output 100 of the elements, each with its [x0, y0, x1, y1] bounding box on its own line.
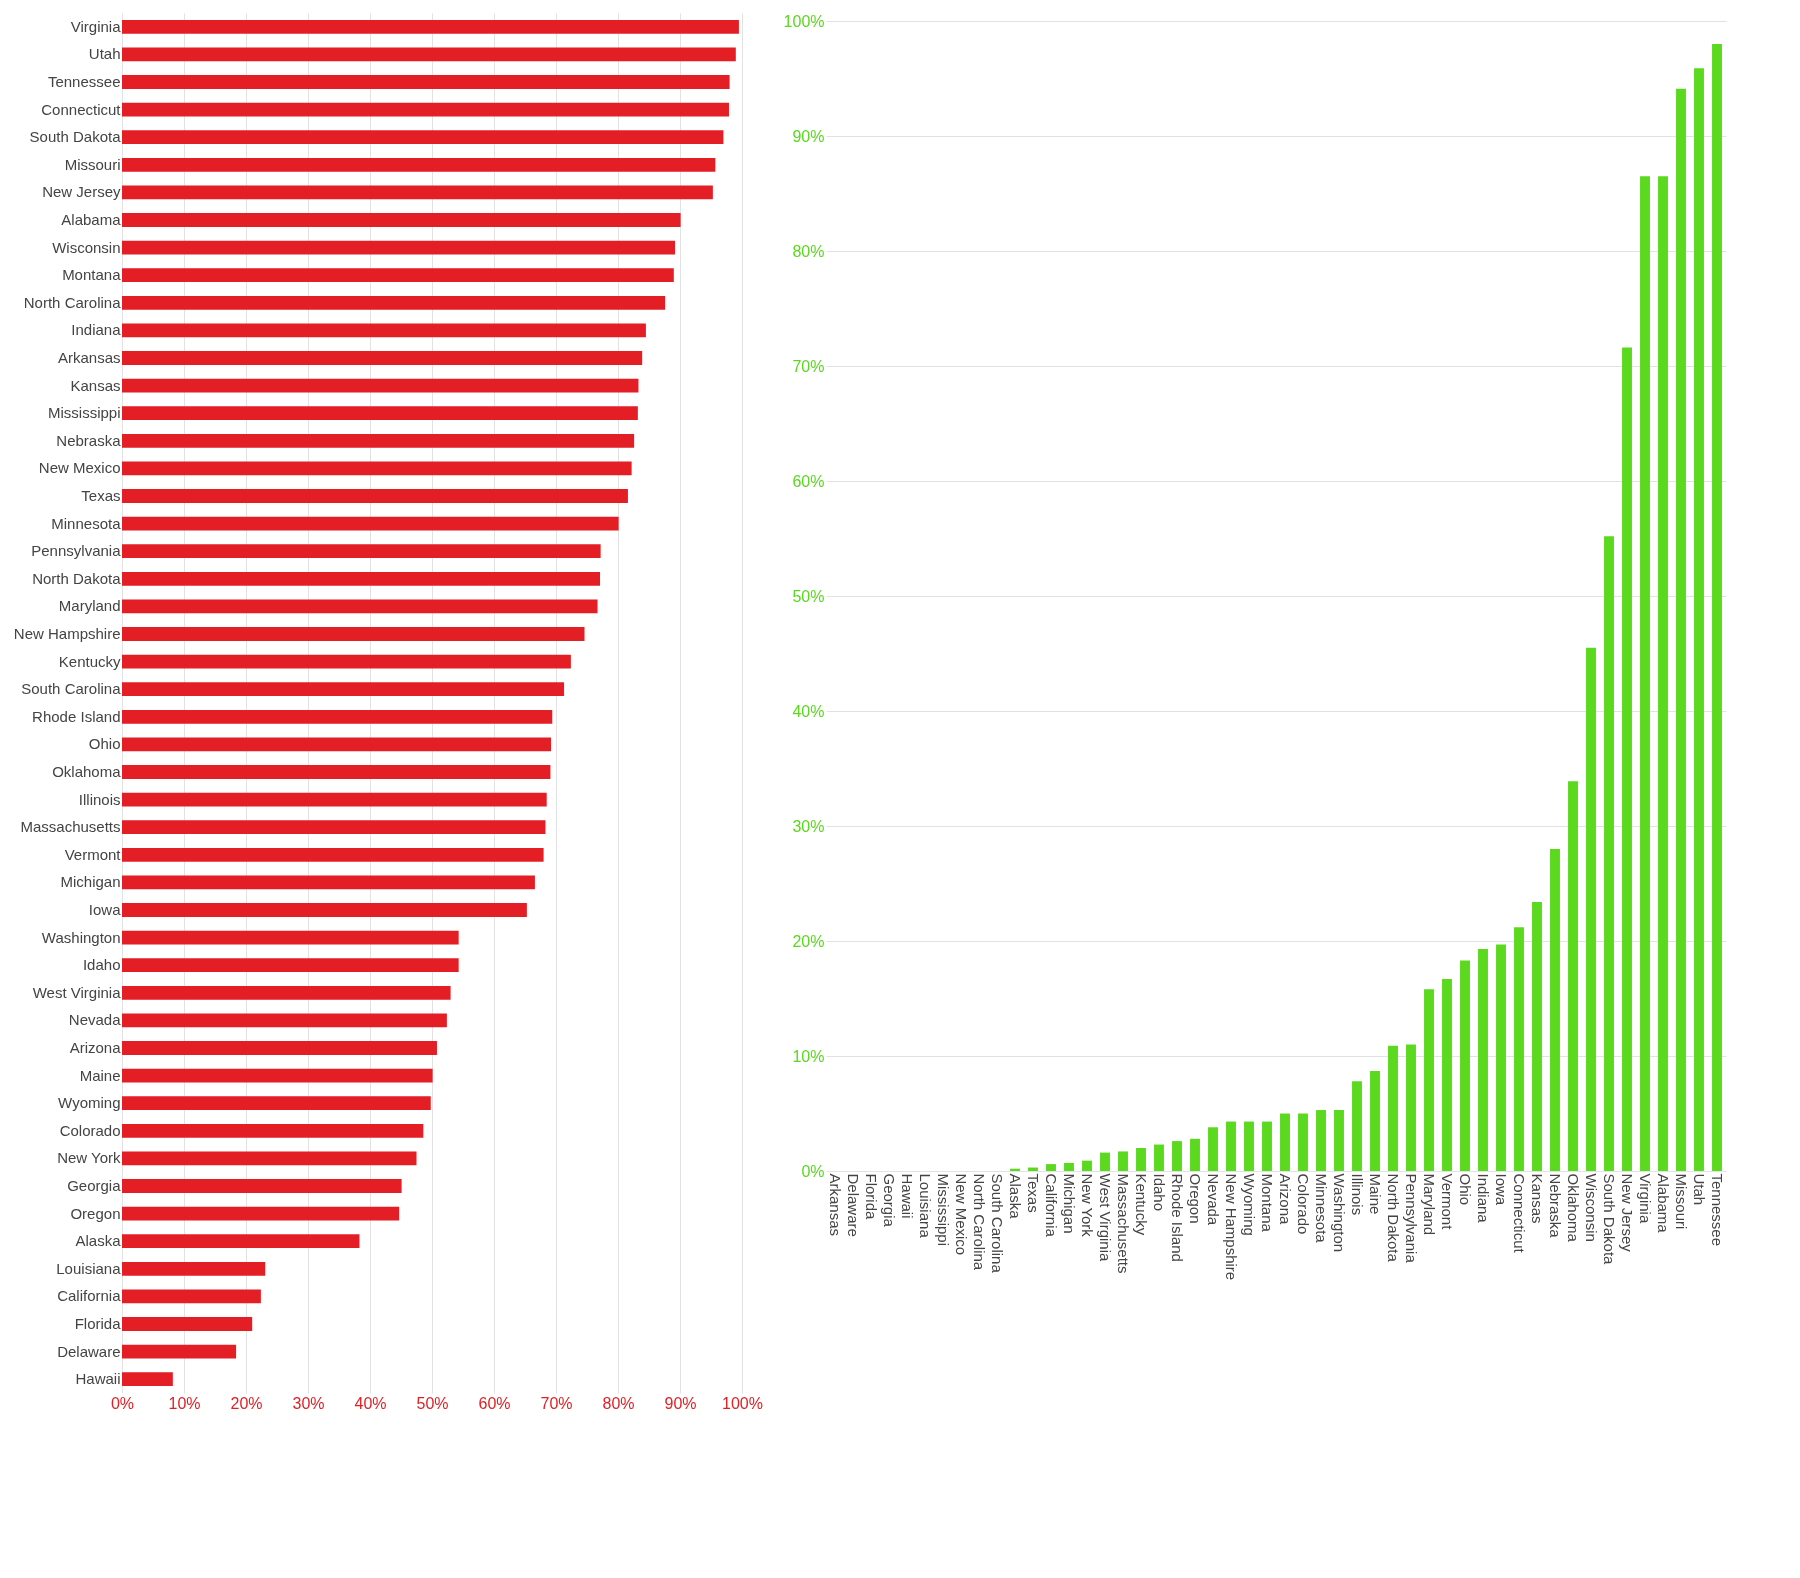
bar	[1388, 1045, 1398, 1171]
y-tick-label: Vermont	[64, 845, 122, 863]
x-tick-label: Maryland	[1421, 1173, 1438, 1236]
x-tick-label: Utah	[1691, 1173, 1708, 1206]
x-tick-label: Rhode Island	[1169, 1173, 1186, 1262]
bar	[1622, 347, 1632, 1171]
x-tick-label: New Mexico	[953, 1173, 970, 1256]
y-tick-label: 20%	[792, 932, 825, 950]
bar	[1352, 1081, 1362, 1171]
x-tick-label: Florida	[863, 1173, 880, 1221]
y-tick-label: Mississippi	[47, 404, 121, 422]
bar	[122, 985, 451, 1000]
x-tick-label: Idaho	[1151, 1173, 1168, 1212]
y-tick-label: 10%	[792, 1047, 825, 1065]
bar	[122, 847, 544, 862]
bar	[122, 792, 547, 807]
x-tick-label: Maine	[1367, 1173, 1384, 1215]
bar	[122, 1041, 437, 1055]
x-tick-label: Michigan	[1061, 1173, 1078, 1234]
y-tick-label: New Jersey	[42, 183, 121, 201]
bar	[122, 1068, 433, 1083]
bar	[122, 1317, 253, 1331]
y-tick-label: 30%	[792, 817, 825, 835]
x-tick-label: 0%	[110, 1394, 135, 1412]
y-tick-label: 50%	[792, 587, 825, 605]
y-tick-label: South Dakota	[29, 128, 122, 146]
y-tick-label: Colorado	[59, 1121, 121, 1139]
y-tick-label: New Mexico	[38, 459, 121, 477]
x-tick-label: Kentucky	[1133, 1173, 1150, 1236]
x-tick-label: New York	[1079, 1173, 1096, 1238]
y-tick-label: Minnesota	[51, 514, 122, 532]
bar	[122, 599, 598, 614]
bar	[1136, 1148, 1146, 1171]
y-tick-label: Nevada	[68, 1011, 122, 1029]
bar	[1298, 1113, 1308, 1171]
x-tick-label: New Jersey	[1619, 1173, 1636, 1253]
bar	[1496, 944, 1506, 1171]
bar	[122, 1096, 431, 1111]
y-tick-label: 100%	[783, 12, 825, 30]
x-tick-label: North Carolina	[971, 1173, 988, 1271]
bar	[1334, 1110, 1344, 1171]
bar	[1262, 1121, 1272, 1171]
bar	[122, 185, 713, 200]
x-tick-label: Wyoming	[1241, 1173, 1258, 1236]
bar	[1370, 1070, 1380, 1171]
y-tick-label: North Dakota	[32, 569, 122, 587]
y-tick-label: Kentucky	[58, 652, 121, 670]
y-tick-label: Michigan	[60, 873, 121, 891]
bar	[122, 433, 635, 448]
bar	[1640, 176, 1650, 1171]
x-tick-label: Oregon	[1187, 1173, 1204, 1224]
bar	[122, 516, 619, 531]
x-tick-label: Nevada	[1205, 1173, 1222, 1226]
bar	[122, 875, 535, 890]
bar	[122, 682, 565, 697]
bar	[122, 461, 632, 476]
x-tick-label: Vermont	[1439, 1173, 1456, 1231]
bar	[122, 102, 729, 117]
bar	[122, 571, 601, 586]
y-tick-label: Maine	[79, 1066, 121, 1084]
x-tick-label: Massachusetts	[1115, 1173, 1132, 1274]
bar	[1280, 1113, 1290, 1171]
y-tick-label: Wyoming	[58, 1094, 121, 1112]
y-tick-label: Idaho	[82, 956, 121, 974]
bar	[122, 1206, 400, 1221]
bar	[122, 240, 676, 255]
bar	[122, 930, 459, 945]
bar	[122, 75, 730, 89]
y-tick-label: Pennsylvania	[31, 542, 122, 560]
y-tick-label: 90%	[792, 127, 825, 145]
bar	[122, 47, 736, 62]
y-tick-label: Delaware	[57, 1342, 121, 1360]
bar	[1442, 978, 1452, 1171]
y-tick-label: Connecticut	[41, 100, 122, 118]
bar	[1154, 1144, 1164, 1171]
y-tick-label: Rhode Island	[32, 707, 121, 725]
bar	[122, 19, 739, 34]
x-tick-label: Arizona	[1277, 1173, 1294, 1226]
bar	[122, 1234, 360, 1249]
bar	[1172, 1141, 1182, 1171]
x-tick-label: Minnesota	[1313, 1173, 1330, 1244]
y-tick-label: Ohio	[88, 735, 121, 753]
y-tick-label: Maryland	[58, 597, 121, 615]
y-tick-label: Massachusetts	[20, 818, 121, 836]
bar	[1694, 68, 1704, 1171]
x-tick-label: Washington	[1331, 1173, 1348, 1253]
bar	[1244, 1121, 1254, 1171]
bar	[122, 378, 639, 393]
bar	[1568, 781, 1578, 1171]
y-tick-label: 60%	[792, 472, 825, 490]
y-tick-label: Arkansas	[57, 349, 121, 366]
bar	[1550, 849, 1560, 1171]
y-tick-label: Illinois	[78, 790, 121, 808]
y-tick-label: California	[57, 1287, 122, 1305]
x-tick-label: Montana	[1259, 1173, 1276, 1233]
bar	[122, 1013, 447, 1028]
x-tick-label: Texas	[1025, 1173, 1042, 1213]
x-tick-label: Illinois	[1349, 1173, 1366, 1216]
x-tick-label: Hawaii	[899, 1173, 916, 1219]
y-tick-label: Montana	[62, 266, 122, 284]
